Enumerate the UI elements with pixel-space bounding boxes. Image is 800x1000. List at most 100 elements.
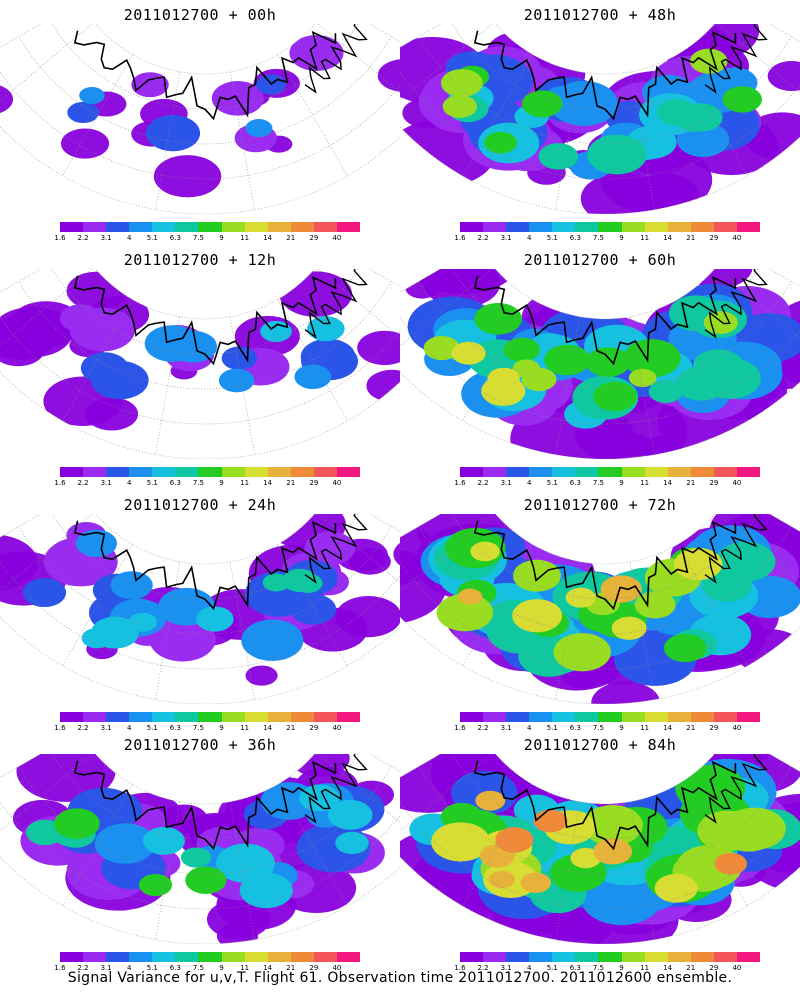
colorbar-swatch <box>506 222 530 232</box>
colorbar-swatch <box>267 467 291 477</box>
colorbar-swatch <box>336 712 361 722</box>
graticule <box>0 269 400 455</box>
colorbar-tick-label: 14 <box>263 479 273 487</box>
variance-blob <box>484 131 518 154</box>
colorbar-tick-label: 14 <box>263 724 273 732</box>
variance-blob <box>654 873 698 903</box>
colorbar-tick-label: 9 <box>619 479 624 487</box>
colorbar-swatch <box>575 222 599 232</box>
colorbar-swatch <box>460 467 484 477</box>
colorbar-swatch <box>529 952 553 962</box>
colorbar-tick-label: 1.6 <box>454 724 466 732</box>
variance-blob <box>169 330 218 363</box>
variance-blob <box>634 591 676 619</box>
variance-blob <box>663 633 707 663</box>
variance-blob <box>612 433 650 457</box>
colorbar-tick-label: 29 <box>709 479 719 487</box>
colorbar <box>460 952 761 962</box>
colorbar-swatch <box>129 712 153 722</box>
colorbar-tick-label: 14 <box>663 479 673 487</box>
variance-blob <box>703 311 738 334</box>
variance-field <box>0 34 400 198</box>
colorbar-tick-label: 4 <box>126 964 132 972</box>
panel-title: 2011012700 + 24h <box>123 496 277 514</box>
latitude-line <box>418 36 792 145</box>
variance-blob <box>565 587 596 608</box>
colorbar <box>60 952 361 962</box>
variance-blob <box>16 754 116 802</box>
longitude-line <box>629 561 655 700</box>
variance-blob <box>551 920 588 944</box>
map-border <box>0 754 400 944</box>
map-border <box>400 24 800 214</box>
latitude-line <box>18 36 392 145</box>
variance-blob <box>67 101 100 124</box>
colorbar-swatch <box>552 712 576 722</box>
colorbar-tick-label: 2.2 <box>77 479 89 487</box>
panel-title: 2011012700 + 72h <box>523 496 677 514</box>
variance-map <box>0 24 400 214</box>
longitude-line <box>317 514 400 584</box>
variance-blob <box>608 577 632 594</box>
longitude-line <box>462 299 533 421</box>
colorbar-labels: 1.6 2.2 3.1 4 5.1 6.3 7.5 9 11 14 21 29 40 <box>454 479 760 489</box>
colorbar-swatch <box>83 952 107 962</box>
colorbar-swatch <box>598 952 622 962</box>
colorbar-swatch <box>336 222 361 232</box>
colorbar-tick-label: 11 <box>640 964 650 972</box>
coastline <box>473 30 737 121</box>
latitude-line <box>18 281 392 390</box>
coastline <box>73 760 337 851</box>
latitude-line <box>418 281 792 390</box>
longitude-line <box>62 54 133 176</box>
colorbar-swatch <box>598 222 622 232</box>
colorbar-tick-label: 2.2 <box>477 479 489 487</box>
colorbar-tick-label: 4 <box>526 479 532 487</box>
map-border <box>0 269 400 459</box>
colorbar-tick-label: 11 <box>640 479 650 487</box>
variance-blob <box>521 90 563 118</box>
longitude-line <box>317 269 400 339</box>
colorbar-swatch <box>621 712 645 722</box>
colorbar-swatch <box>198 952 222 962</box>
colorbar-swatch <box>221 467 245 477</box>
colorbar-swatch <box>460 712 484 722</box>
colorbar-tick-label: 11 <box>640 724 650 732</box>
colorbar-tick-label: 3.1 <box>100 724 112 732</box>
coastline <box>704 269 768 339</box>
colorbar <box>60 467 361 477</box>
colorbar-swatch <box>106 467 130 477</box>
colorbar-tick-label: 21 <box>286 479 296 487</box>
colorbar-swatch <box>667 467 691 477</box>
longitude-line <box>400 754 493 832</box>
variance-blob <box>553 633 611 672</box>
panel-title: 2011012700 + 00h <box>123 6 277 24</box>
variance-blob <box>218 368 255 393</box>
variance-blob <box>442 94 478 118</box>
colorbar <box>460 712 761 722</box>
colorbar-tick-label: 1.6 <box>454 234 466 242</box>
coastline <box>304 24 368 94</box>
colorbar-swatch <box>460 952 484 962</box>
colorbar-tick-label: 3.1 <box>100 964 112 972</box>
colorbar-swatch <box>198 467 222 477</box>
latitude-line <box>400 801 800 910</box>
colorbar-tick-label: 21 <box>286 234 296 242</box>
variance-map <box>0 269 400 459</box>
longitude-line <box>555 801 581 940</box>
longitude-line <box>629 801 655 940</box>
colorbar-swatch <box>129 952 153 962</box>
colorbar-tick-label: 11 <box>240 724 250 732</box>
variance-blob <box>393 536 400 572</box>
map-panel-72h: 2011012700 + 72h 1.6 2.2 3.1 4 5.1 6.3 7.5 9 11 1… <box>400 490 800 735</box>
variance-blob <box>585 347 631 377</box>
colorbar-swatch <box>152 712 176 722</box>
coastline <box>473 275 737 366</box>
map-panel-36h: 2011012700 + 36h 1.6 2.2 3.1 4 5.1 6.3 7.5 9 11 1… <box>0 730 400 975</box>
colorbar-swatch <box>713 712 737 722</box>
variance-blob <box>538 143 579 170</box>
colorbar-swatch <box>290 952 314 962</box>
colorbar-tick-label: 6.3 <box>569 479 581 487</box>
map-border <box>0 24 400 214</box>
colorbar-tick-label: 4 <box>526 964 532 972</box>
